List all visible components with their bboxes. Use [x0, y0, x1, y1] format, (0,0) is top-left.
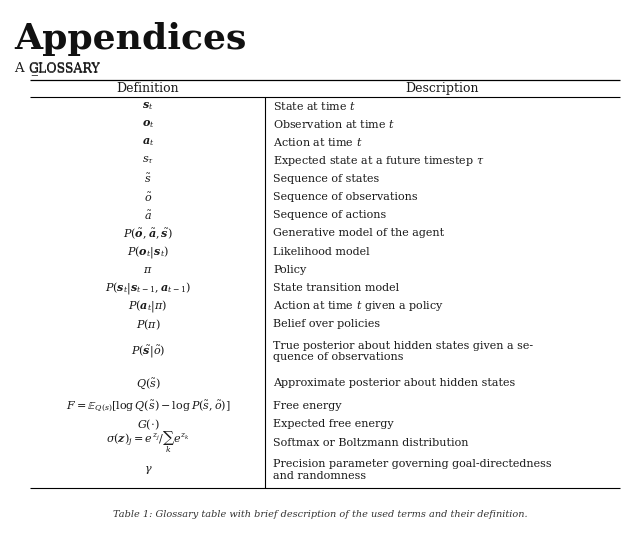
Text: State at time $t$: State at time $t$	[273, 100, 356, 112]
Text: State transition model: State transition model	[273, 283, 399, 293]
Text: $\sigma(\boldsymbol{z})_j = e^{z_j}/\sum_k e^{z_k}$: $\sigma(\boldsymbol{z})_j = e^{z_j}/\sum…	[106, 430, 189, 455]
Text: $P(\tilde{\boldsymbol{o}}, \tilde{\boldsymbol{a}}, \tilde{\boldsymbol{s}})$: $P(\tilde{\boldsymbol{o}}, \tilde{\bolds…	[123, 226, 173, 241]
Text: Definition: Definition	[116, 82, 179, 95]
Text: Generative model of the agent: Generative model of the agent	[273, 228, 444, 238]
Text: Softmax or Boltzmann distribution: Softmax or Boltzmann distribution	[273, 437, 468, 448]
Text: Policy: Policy	[273, 265, 307, 275]
Text: G̲LOSSARY: G̲LOSSARY	[28, 62, 100, 75]
Text: $F = \mathbb{E}_{Q(s)}[\log Q(\tilde{s}) - \log P(\tilde{s}, \tilde{o})]$: $F = \mathbb{E}_{Q(s)}[\log Q(\tilde{s})…	[66, 399, 230, 414]
Text: Sequence of observations: Sequence of observations	[273, 192, 418, 202]
Text: $G(\cdot)$: $G(\cdot)$	[137, 417, 159, 431]
Text: GLOSSARY: GLOSSARY	[28, 62, 100, 75]
Text: Expected state at a future timestep $\tau$: Expected state at a future timestep $\ta…	[273, 154, 484, 167]
Text: Expected free energy: Expected free energy	[273, 420, 394, 429]
Text: $\tilde{o}$: $\tilde{o}$	[144, 191, 152, 204]
Text: Sequence of states: Sequence of states	[273, 174, 380, 184]
Text: Appendices: Appendices	[14, 22, 246, 56]
Text: Table 1: Glossary table with brief description of the used terms and their defin: Table 1: Glossary table with brief descr…	[113, 510, 527, 519]
Text: $P(\boldsymbol{o}_t|\boldsymbol{s}_t)$: $P(\boldsymbol{o}_t|\boldsymbol{s}_t)$	[127, 244, 169, 260]
Text: $P(\pi)$: $P(\pi)$	[136, 317, 161, 332]
Text: $s_\tau$: $s_\tau$	[142, 155, 154, 166]
Text: A: A	[14, 62, 24, 75]
Text: $\tilde{s}$: $\tilde{s}$	[145, 172, 152, 185]
Text: Sequence of actions: Sequence of actions	[273, 210, 387, 220]
Text: True posterior about hidden states given a se-
quence of observations: True posterior about hidden states given…	[273, 341, 533, 362]
Text: Description: Description	[406, 82, 479, 95]
Text: $P(\boldsymbol{a}_t|\pi)$: $P(\boldsymbol{a}_t|\pi)$	[129, 298, 168, 314]
Text: Precision parameter governing goal-directedness
and randomness: Precision parameter governing goal-direc…	[273, 459, 552, 481]
Text: Action at time $t$ given a policy: Action at time $t$ given a policy	[273, 299, 444, 313]
Text: Free energy: Free energy	[273, 401, 342, 411]
Text: $\boldsymbol{s}_t$: $\boldsymbol{s}_t$	[142, 100, 154, 112]
Text: $\boldsymbol{a}_t$: $\boldsymbol{a}_t$	[142, 137, 154, 148]
Text: Observation at time $t$: Observation at time $t$	[273, 118, 395, 130]
Text: $\boldsymbol{o}_t$: $\boldsymbol{o}_t$	[141, 118, 154, 130]
Text: $\tilde{a}$: $\tilde{a}$	[144, 208, 152, 222]
Text: Action at time $t$: Action at time $t$	[273, 137, 363, 148]
Text: $P(\tilde{\boldsymbol{s}}|\tilde{o})$: $P(\tilde{\boldsymbol{s}}|\tilde{o})$	[131, 343, 165, 360]
Text: $\pi$: $\pi$	[143, 265, 153, 275]
Text: $P(\boldsymbol{s}_t|\boldsymbol{s}_{t-1}, \boldsymbol{a}_{t-1})$: $P(\boldsymbol{s}_t|\boldsymbol{s}_{t-1}…	[105, 280, 191, 296]
Text: Likelihood model: Likelihood model	[273, 247, 370, 256]
Text: Approximate posterior about hidden states: Approximate posterior about hidden state…	[273, 379, 515, 388]
Text: Belief over policies: Belief over policies	[273, 319, 380, 329]
Text: $Q(\tilde{s})$: $Q(\tilde{s})$	[136, 376, 161, 390]
Text: $\gamma$: $\gamma$	[143, 464, 152, 476]
